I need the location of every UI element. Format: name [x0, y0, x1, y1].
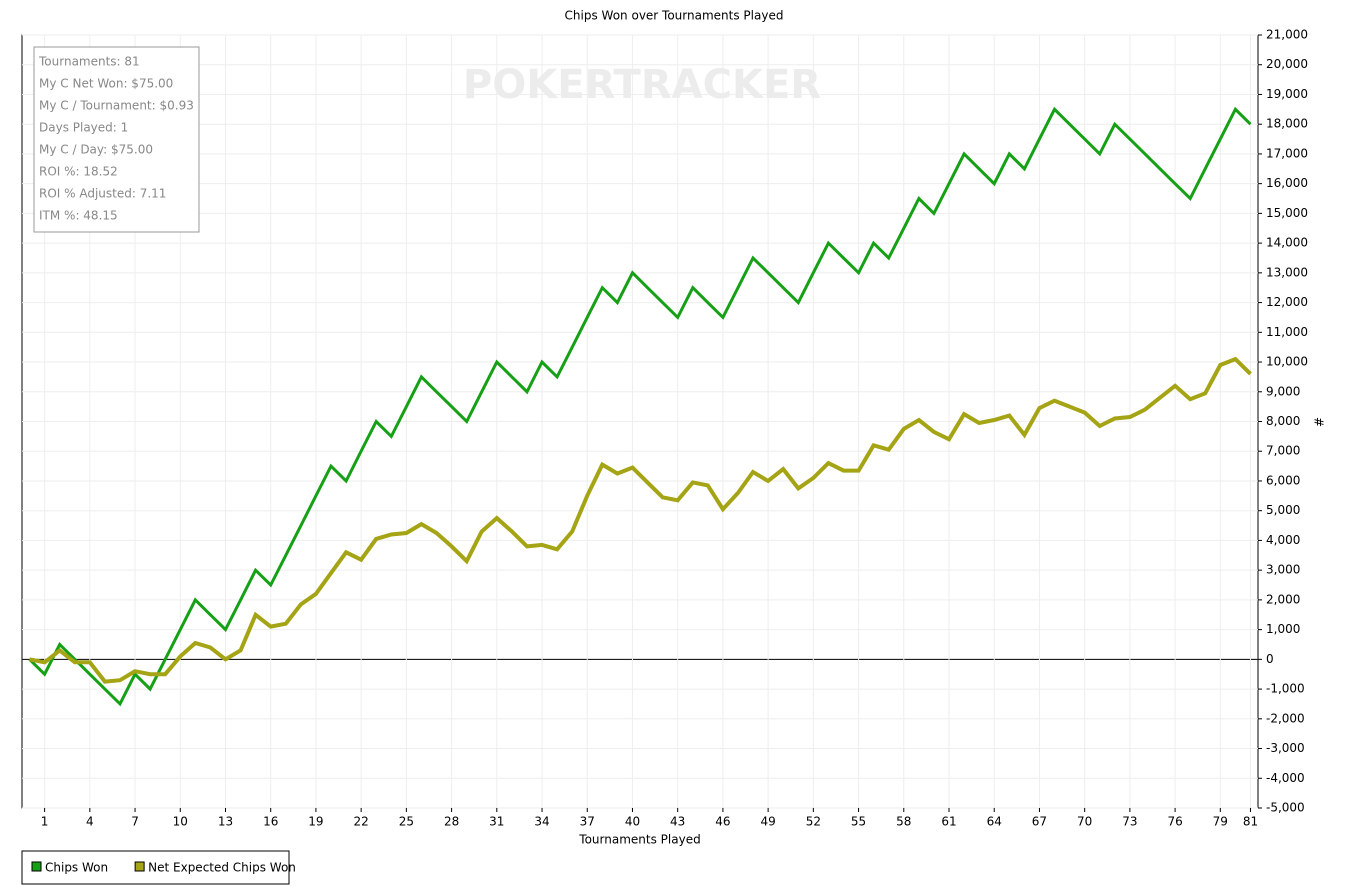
y-tick-label: 5,000: [1266, 503, 1300, 517]
x-tick-label: 13: [218, 815, 233, 829]
stat-text: ITM %: 48.15: [39, 209, 118, 223]
y-tick-label: 20,000: [1266, 57, 1308, 71]
series-line: [29, 356, 1252, 684]
legend-swatch: [134, 861, 145, 872]
x-tick-label: 55: [851, 815, 866, 829]
x-axis-label: Tournaments Played: [578, 833, 700, 847]
y-tick-label: 18,000: [1266, 117, 1308, 131]
y-tick-label: 6,000: [1266, 473, 1300, 487]
x-tick-label: 81: [1243, 815, 1258, 829]
x-tick-label: 37: [580, 815, 595, 829]
y-tick-label: 7,000: [1266, 444, 1300, 458]
stat-text: ROI %: 18.52: [39, 165, 118, 179]
y-tick-label: 14,000: [1266, 236, 1308, 250]
stats-box: [33, 46, 200, 233]
y-tick-label: 4,000: [1266, 533, 1300, 547]
stat-text: My C Net Won: $75.00: [39, 77, 173, 91]
x-tick-label: 1: [41, 815, 49, 829]
y-tick-label: -5,000: [1266, 801, 1305, 815]
y-tick-label: 19,000: [1266, 87, 1308, 101]
stats: Tournaments: 81 My C Net Won: $75.00 My C …: [38, 55, 194, 223]
axes: -5,000 -4,000 -3,000 -2,000 -1,000 0 1,000 2,00…: [41, 28, 1308, 829]
x-tick-label: 25: [399, 815, 414, 829]
y-tick-label: 8,000: [1266, 414, 1300, 428]
y-tick-label: 9,000: [1266, 384, 1300, 398]
x-tick-label: 67: [1032, 815, 1047, 829]
x-tick-label: 43: [670, 815, 685, 829]
y-tick-label: 12,000: [1266, 295, 1308, 309]
watermark: POKERTRACKER: [463, 62, 821, 108]
x-tick-label: 61: [941, 815, 956, 829]
x-tick-label: 7: [131, 815, 139, 829]
x-tick-label: 73: [1122, 815, 1137, 829]
legend-box: [21, 850, 290, 885]
legend-label: Chips Won: [45, 861, 108, 875]
legend: Chips Won Net Expected Chips Won: [31, 861, 296, 875]
stat-text: My C / Tournament: $0.93: [39, 99, 194, 113]
y-tick-label: -3,000: [1266, 741, 1305, 755]
x-tick-label: 19: [308, 815, 323, 829]
y-tick-label: -1,000: [1266, 682, 1305, 696]
stat-text: ROI % Adjusted: 7.11: [39, 187, 166, 201]
x-tick-label: 10: [173, 815, 188, 829]
x-tick-label: 46: [715, 815, 730, 829]
stat-text: Days Played: 1: [39, 121, 128, 135]
y-tick-label: -2,000: [1266, 711, 1305, 725]
x-tick-label: 28: [444, 815, 459, 829]
x-tick-label: 40: [625, 815, 640, 829]
legend-label: Net Expected Chips Won: [148, 861, 296, 875]
x-tick-label: 52: [806, 815, 821, 829]
x-tick-label: 70: [1077, 815, 1092, 829]
y-tick-label: 10,000: [1266, 355, 1308, 369]
x-tick-label: 49: [760, 815, 775, 829]
x-tick-label: 58: [896, 815, 911, 829]
y-tick-label: 13,000: [1266, 265, 1308, 279]
y-tick-label: 2,000: [1266, 592, 1300, 606]
y-tick-label: 16,000: [1266, 176, 1308, 190]
y-tick-label: 15,000: [1266, 206, 1308, 220]
legend-swatch: [31, 861, 42, 872]
y-tick-label: 3,000: [1266, 563, 1300, 577]
y-tick-label: 0: [1266, 652, 1274, 666]
x-tick-label: 76: [1167, 815, 1182, 829]
y-tick-label: 17,000: [1266, 146, 1308, 160]
y-tick-label: 11,000: [1266, 325, 1308, 339]
y-tick-label: -4,000: [1266, 771, 1305, 785]
series-line: [28, 106, 1252, 707]
stat-text: My C / Day: $75.00: [39, 143, 153, 157]
y-axis-label: #: [1312, 417, 1326, 427]
y-tick-label: 21,000: [1266, 28, 1308, 42]
x-tick-label: 4: [86, 815, 94, 829]
x-tick-label: 34: [534, 815, 549, 829]
x-tick-label: 79: [1213, 815, 1228, 829]
x-tick-label: 64: [987, 815, 1002, 829]
x-tick-label: 31: [489, 815, 504, 829]
stat-text: Tournaments: 81: [38, 55, 140, 69]
chart-title: Chips Won over Tournaments Played: [565, 9, 784, 23]
y-tick-label: 1,000: [1266, 622, 1300, 636]
lines: [28, 106, 1252, 707]
x-tick-label: 22: [354, 815, 369, 829]
x-tick-label: 16: [263, 815, 278, 829]
